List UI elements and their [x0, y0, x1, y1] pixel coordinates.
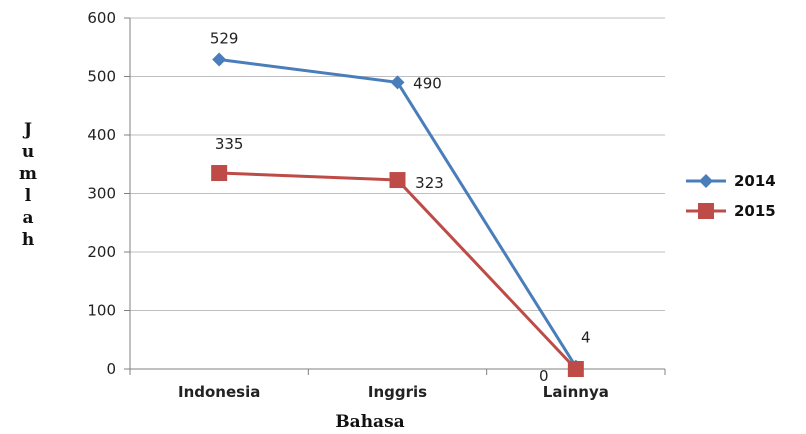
series-marker-square	[389, 172, 406, 189]
axes: 0 100 200 300 400 500 600 Indonesia Inggris Lainn…	[87, 9, 666, 401]
data-labels: 529 490 4 335 323 0	[210, 30, 591, 385]
data-label: 335	[215, 135, 244, 153]
series-marker-square	[698, 203, 714, 219]
y-tick-label: 500	[87, 68, 116, 86]
y-tick-label: 100	[87, 302, 116, 320]
y-tick-label: 400	[87, 126, 116, 144]
legend-label: 2014	[734, 172, 776, 190]
series-marker-diamond	[390, 75, 405, 90]
x-tick-label: Indonesia	[178, 383, 260, 401]
data-label: 490	[413, 74, 442, 92]
y-tick-label: 0	[106, 360, 116, 378]
series-marker-square	[567, 361, 584, 377]
data-label: 529	[210, 30, 239, 48]
data-label: 4	[581, 329, 591, 347]
series-lines	[211, 52, 584, 377]
y-tick-label: 600	[87, 9, 116, 27]
series-marker-square	[211, 165, 228, 182]
y-tick-label: 200	[87, 243, 116, 261]
data-label: 323	[415, 174, 444, 192]
series-line-2014	[218, 58, 578, 368]
x-axis-title: Bahasa	[335, 412, 404, 432]
x-tick-label: Lainnya	[543, 383, 609, 401]
y-tick-label: 300	[87, 185, 116, 203]
legend-label: 2015	[734, 202, 776, 220]
series-line-2015	[219, 171, 577, 371]
x-tick-label: Inggris	[368, 383, 427, 401]
series-marker-diamond	[212, 52, 227, 67]
data-label: 0	[539, 367, 549, 385]
series-marker-diamond	[699, 174, 713, 188]
gridlines	[130, 17, 665, 311]
legend: 2014 2015	[686, 172, 776, 220]
